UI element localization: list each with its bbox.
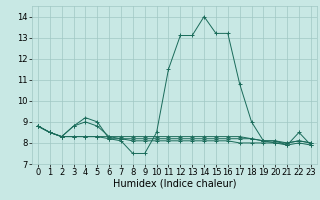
X-axis label: Humidex (Indice chaleur): Humidex (Indice chaleur) — [113, 179, 236, 189]
